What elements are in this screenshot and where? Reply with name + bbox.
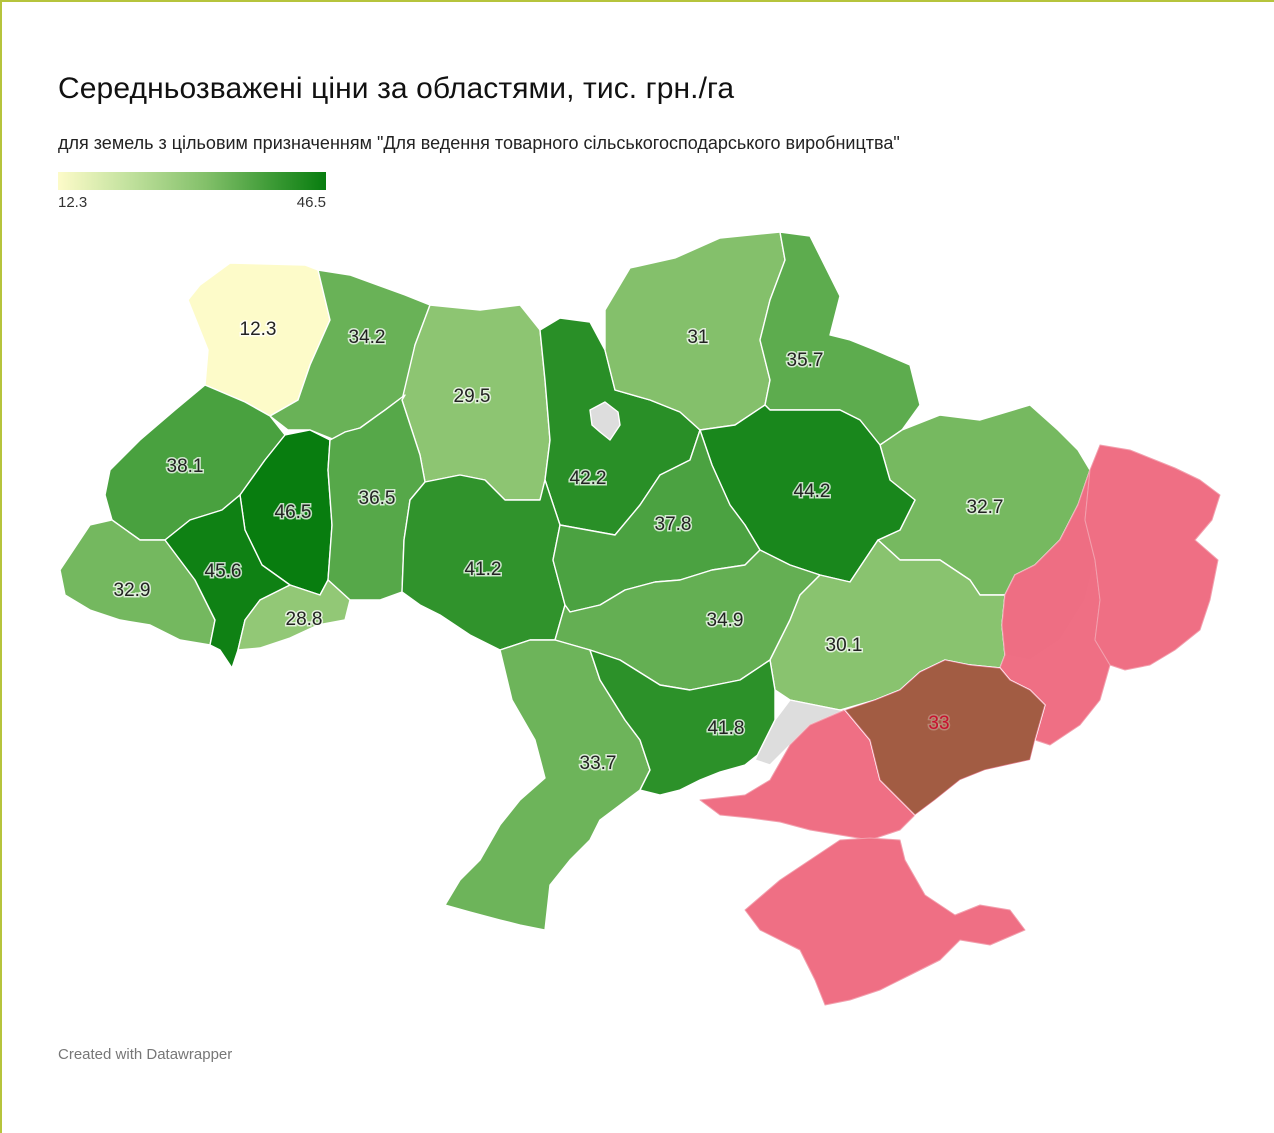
region-value-label-zakarpattia: 32.9 xyxy=(114,580,151,601)
region-value-label-kharkiv: 32.7 xyxy=(967,497,1004,518)
region-value-label-zaporizhzhia: 33 xyxy=(928,713,949,734)
region-crimea xyxy=(744,837,1026,1006)
region-chernivtsi xyxy=(237,579,351,651)
color-legend: 12.3 46.5 xyxy=(58,172,326,216)
region-zaporizhzhia-occupation-overlay xyxy=(845,660,1045,815)
region-value-label-mykolaiv: 41.8 xyxy=(708,718,745,739)
legend-min-label: 12.3 xyxy=(58,194,88,211)
region-value-label-cherkasy: 37.8 xyxy=(655,514,692,535)
region-value-label-poltava: 44.2 xyxy=(794,481,831,502)
region-luhansk xyxy=(1084,444,1221,671)
region-value-label-vinnytsia: 41.2 xyxy=(465,559,502,580)
region-value-label-ternopil: 46.5 xyxy=(275,502,312,523)
region-value-label-odesa: 33.7 xyxy=(580,753,617,774)
region-value-label-kyiv-oblast: 42.2 xyxy=(570,468,607,489)
chart-title: Середньозважені ціни за областями, тис. … xyxy=(58,72,735,105)
datawrapper-credit: Created with Datawrapper xyxy=(58,1046,233,1063)
region-value-label-kirovohrad: 34.9 xyxy=(707,610,744,631)
region-value-label-chernihiv: 31 xyxy=(687,327,708,348)
chart-subtitle: для земель з цільовим призначенням "Для … xyxy=(58,133,900,153)
region-value-label-rivne: 34.2 xyxy=(349,327,386,348)
region-value-label-sumy: 35.7 xyxy=(787,350,824,371)
region-mykolaiv xyxy=(589,649,776,796)
region-value-label-lviv: 38.1 xyxy=(167,456,204,477)
region-value-label-dnipropetrovsk: 30.1 xyxy=(826,635,863,656)
region-value-label-chernivtsi: 28.8 xyxy=(286,609,323,630)
legend-gradient-bar xyxy=(58,172,326,190)
legend-max-label: 46.5 xyxy=(296,194,326,211)
region-value-label-khmelnytskyi: 36.5 xyxy=(359,488,396,509)
region-kyiv-city xyxy=(589,401,621,441)
region-value-label-zhytomyr: 29.5 xyxy=(454,386,491,407)
region-value-label-volyn: 12.3 xyxy=(240,319,277,340)
region-value-label-ivano-frankivsk: 45.6 xyxy=(205,561,242,582)
